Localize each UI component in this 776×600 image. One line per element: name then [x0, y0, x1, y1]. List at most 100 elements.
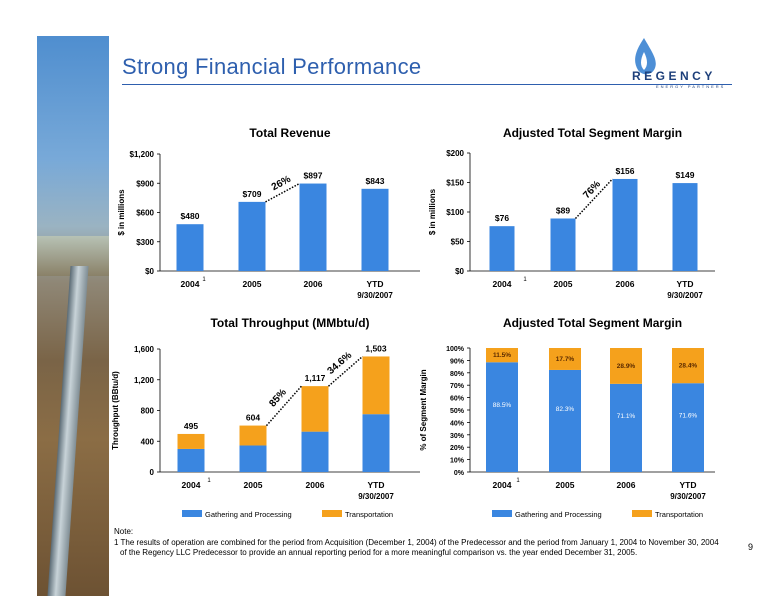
note-line-1: 1 The results of operation are combined …	[114, 537, 719, 547]
x-tick-sublabel: 9/30/2007	[667, 291, 703, 300]
y-tick-label: 80%	[450, 371, 465, 378]
legend-label-gathering: Gathering and Processing	[515, 510, 602, 519]
bar	[238, 201, 266, 271]
y-tick-label: 1,600	[134, 345, 155, 354]
bar-segment-transportation	[239, 425, 267, 446]
x-tick-label: 2004	[493, 279, 512, 289]
data-label: $76	[495, 213, 509, 223]
growth-label: 34.6%	[326, 350, 355, 377]
y-tick-label: $600	[136, 209, 154, 218]
y-tick-label: 800	[141, 407, 155, 416]
y-tick-label: $1,200	[130, 150, 155, 159]
bar-segment-gathering	[177, 448, 205, 472]
legend-label-transportation: Transportation	[345, 510, 393, 519]
x-tick-sublabel: 9/30/2007	[358, 492, 394, 501]
bar-segment-transportation	[549, 348, 581, 370]
bar	[489, 226, 515, 271]
logo-name: REGENCY	[632, 69, 716, 83]
bar	[299, 183, 327, 271]
segment-label-transportation: 11.5%	[493, 352, 511, 359]
y-tick-label: $100	[446, 208, 464, 217]
data-label: $89	[556, 205, 570, 215]
y-axis-label: % of Segment Margin	[419, 369, 428, 450]
y-tick-label: 60%	[450, 396, 465, 403]
segment-label-gathering: 71.1%	[617, 413, 636, 420]
y-tick-label: 40%	[450, 420, 465, 427]
segment-label-transportation: 28.9%	[617, 363, 636, 370]
y-tick-label: $0	[455, 267, 464, 276]
legend-label-transportation: Transportation	[655, 510, 703, 519]
y-tick-label: 1,200	[134, 376, 155, 385]
chart-margin-mix: Adjusted Total Segment Margin 0% 10% 20% 30%…	[419, 316, 715, 519]
data-label: 604	[246, 413, 260, 423]
growth-label: 26%	[270, 174, 293, 193]
y-tick-label: 400	[141, 437, 155, 446]
bar-segment-transportation	[362, 356, 390, 415]
legend-swatch-gathering	[492, 510, 512, 517]
growth-label: 85%	[267, 387, 289, 409]
segment-label-gathering: 82.3%	[556, 406, 575, 413]
chart-title: Total Throughput (MMbtu/d)	[210, 316, 369, 330]
bar-segment-gathering	[239, 445, 267, 472]
x-tick-label: 2004	[493, 480, 512, 490]
y-tick-label: 20%	[450, 445, 465, 452]
data-label: $480	[181, 211, 200, 221]
legend-swatch-transportation	[632, 510, 652, 517]
x-tick-label: YTD	[680, 480, 697, 490]
bar-segment-transportation	[610, 348, 642, 384]
chart-segment-margin: Adjusted Total Segment Margin $0 $50 $100 $1…	[428, 126, 715, 300]
bar-segment-gathering	[486, 362, 518, 472]
title-divider	[122, 84, 732, 85]
x-tick-label: YTD	[677, 279, 694, 289]
y-tick-label: $150	[446, 179, 464, 188]
x-tick-label: 2006	[617, 480, 636, 490]
bar-segment-gathering	[610, 383, 642, 472]
chart-title: Adjusted Total Segment Margin	[503, 126, 682, 140]
chart-total-revenue: Total Revenue $0 $300 $600 $900 $1,200 $ in mi…	[117, 126, 420, 300]
y-tick-label: $300	[136, 238, 154, 247]
segment-label-gathering: 88.5%	[493, 402, 512, 409]
footnote-marker: 1	[523, 277, 527, 283]
footnote: Note: 1 The results of operation are com…	[114, 527, 734, 559]
bar	[612, 178, 638, 271]
bar	[176, 224, 204, 271]
y-axis-label: Throughput (BBtu/d)	[111, 371, 120, 450]
page-number: 9	[748, 542, 754, 552]
x-tick-label: 2005	[244, 480, 263, 490]
footnote-marker: 1	[516, 478, 520, 484]
chart-total-throughput: Total Throughput (MMbtu/d) 0 400 800 1,200 1,…	[111, 316, 420, 519]
bar-segment-gathering	[672, 383, 704, 472]
y-tick-label: 100%	[446, 346, 465, 353]
segment-label-transportation: 17.7%	[556, 356, 575, 363]
y-tick-label: 10%	[450, 458, 465, 465]
data-label: $156	[616, 166, 635, 176]
segment-label-transportation: 28.4%	[679, 363, 698, 370]
footnote-marker: 1	[207, 478, 211, 484]
y-tick-label: $200	[446, 149, 464, 158]
x-tick-label: YTD	[367, 279, 384, 289]
y-tick-label: $0	[145, 267, 154, 276]
bar-segment-gathering	[549, 369, 581, 472]
x-tick-label: 2006	[616, 279, 635, 289]
x-tick-label: YTD	[368, 480, 385, 490]
note-line-2: of the Regency LLC Predecessor to provid…	[120, 548, 638, 557]
growth-line	[265, 182, 300, 203]
bar	[361, 188, 389, 271]
data-label: 495	[184, 421, 198, 431]
y-tick-label: $50	[451, 238, 465, 247]
bar-segment-transportation	[177, 433, 205, 449]
data-label: 1,503	[365, 343, 387, 353]
x-tick-label: 2004	[182, 480, 201, 490]
bar	[550, 218, 576, 271]
chart-title: Adjusted Total Segment Margin	[503, 316, 682, 330]
y-tick-label: 90%	[450, 358, 465, 365]
data-label: $897	[304, 171, 323, 181]
x-tick-label: 2005	[554, 279, 573, 289]
note-label: Note:	[114, 527, 134, 536]
legend-label-gathering: Gathering and Processing	[205, 510, 292, 519]
y-axis-label: $ in millions	[428, 188, 437, 235]
bar-segment-transportation	[486, 348, 518, 363]
bar-segment-transportation	[672, 348, 704, 384]
bar-segment-transportation	[301, 386, 329, 432]
